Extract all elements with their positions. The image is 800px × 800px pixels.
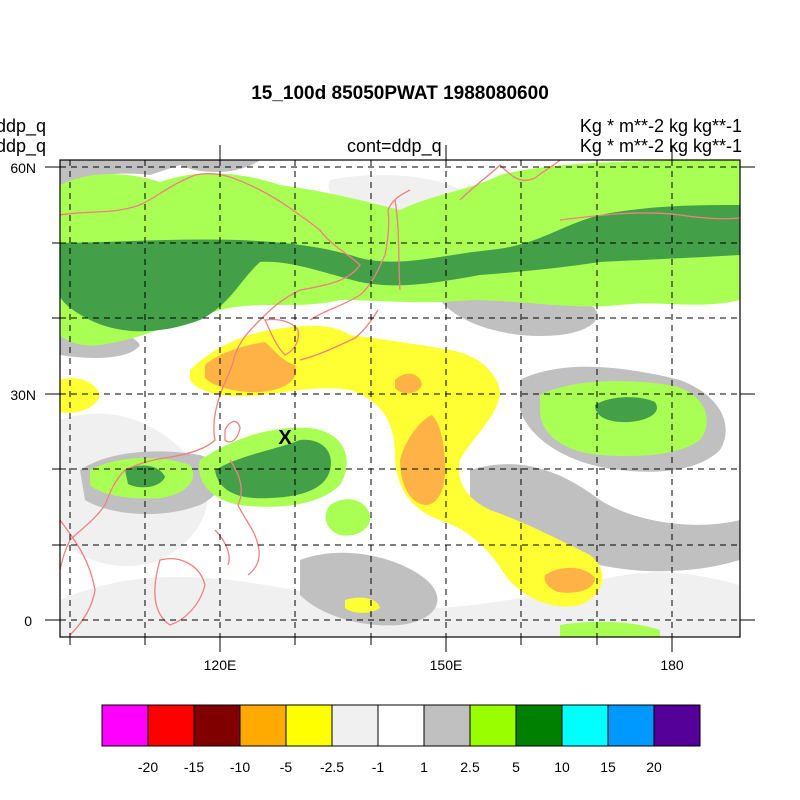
contour-gray-region (300, 552, 438, 626)
colorbar-label: -15 (184, 759, 204, 775)
contour-yellow-region (190, 325, 603, 607)
colorbar-swatch (331, 704, 379, 747)
coastline-aleutians (559, 212, 740, 221)
right-title-2: Kg * m**-2 kg kg**-1 (579, 136, 742, 156)
colorbar-swatch (101, 704, 149, 747)
lat-label-eq: 0 (24, 613, 32, 629)
coastline-asia-east (60, 173, 361, 571)
tick-marks (45, 145, 755, 652)
colorbar-swatch (561, 704, 609, 747)
colorbar-swatch (423, 704, 471, 747)
contour-darkgreen-region (125, 465, 165, 488)
coastline-taiwan (224, 420, 241, 443)
contour-orange-region (544, 567, 595, 593)
colorbar-label: -1 (372, 759, 385, 775)
colorbar-swatch (377, 704, 425, 747)
right-title-1: Kg * m**-2 kg kg**-1 (579, 116, 742, 136)
colorbar-swatch (515, 704, 563, 747)
colorbar-label: -5 (280, 759, 293, 775)
colorbar-label: -20 (138, 759, 158, 775)
colorbar-swatch (239, 704, 287, 747)
contour-orange-region (400, 415, 445, 505)
map-frame (59, 159, 741, 638)
left-title-1: ddp_q (0, 116, 47, 136)
lon-label-120e: 120E (204, 657, 237, 673)
colorbar: -20 -15 -10 -5 -2.5 -1 1 2.5 5 10 15 20 (101, 704, 701, 775)
center-title: cont=ddp_q (347, 136, 442, 156)
colorbar-label: 15 (600, 759, 616, 775)
colorbar-label: -10 (230, 759, 250, 775)
coastline-sakhalin (394, 199, 401, 291)
coastline-borneo (154, 558, 206, 626)
left-title-2: ddp_q (0, 136, 47, 156)
lat-label-30n: 30N (10, 387, 36, 403)
coastline-philippines (214, 459, 260, 576)
lon-label-180: 180 (660, 657, 684, 673)
colorbar-swatch (147, 704, 195, 747)
contour-darkgreen-band (60, 205, 740, 332)
colorbar-swatch (607, 704, 655, 747)
colorbar-swatch (653, 704, 701, 747)
colorbar-label: -2.5 (320, 759, 344, 775)
colorbar-label: 20 (646, 759, 662, 775)
page-title: 15_100d 85050PWAT 1988080600 (251, 83, 549, 104)
contour-lightgreen-region (325, 499, 371, 536)
coastline-korea (264, 318, 300, 356)
contour-orange-region (395, 373, 422, 394)
colorbar-label: 5 (512, 759, 520, 775)
colorbar-swatch (193, 704, 241, 747)
colorbar-label: 10 (554, 759, 570, 775)
contour-yellow-region (60, 378, 100, 413)
contour-fill-layer (60, 160, 740, 637)
contour-darkgreen-region (595, 397, 658, 423)
lon-label-150e: 150E (430, 657, 463, 673)
coastline-kamchatka (459, 160, 561, 201)
contour-orange-region (205, 342, 296, 393)
coastline-japan (299, 189, 411, 361)
grid-lines (60, 160, 740, 637)
marker-x: X (278, 427, 292, 449)
contour-lightgreen-belt (60, 160, 740, 346)
colorbar-label: 1 (420, 759, 428, 775)
coastline-indochina (60, 519, 96, 636)
colorbar-swatch (469, 704, 517, 747)
lat-label-60n: 60N (10, 160, 36, 176)
colorbar-label: 2.5 (460, 759, 480, 775)
coastlines (60, 160, 740, 636)
colorbar-swatch (285, 704, 333, 747)
contour-lightgreen-region (560, 621, 660, 637)
